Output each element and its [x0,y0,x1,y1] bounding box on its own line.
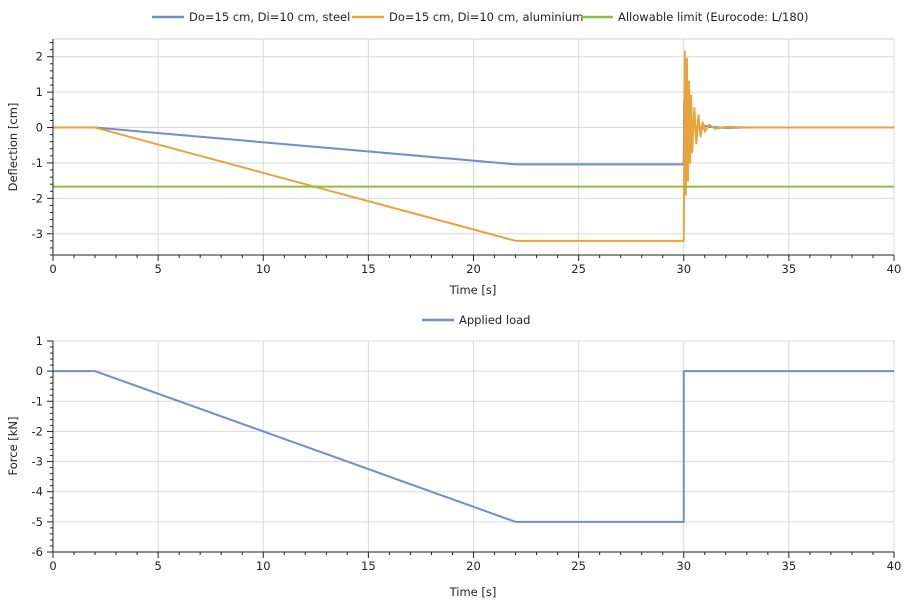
deflection-x-tick-label: 35 [782,262,797,276]
deflection-y-tick-label: -2 [32,191,43,205]
force-y-tick-label: -6 [32,545,43,559]
deflection-x-tick-label: 10 [256,262,271,276]
force-series [53,370,894,523]
force-x-tick-label: 15 [361,559,376,573]
force-grid [52,340,895,553]
deflection-series [53,50,894,242]
legend-label-applied-load: Applied load [459,313,530,327]
force-y-tick-label: 1 [36,334,43,348]
force-x-tick-label: 25 [571,559,586,573]
deflection-x-tick-label: 5 [154,262,161,276]
force-x-tick-label: 35 [782,559,797,573]
force-series-line-applied-load [53,370,894,523]
force-x-tick-label: 30 [676,559,691,573]
legend-label-steel: Do=15 cm, Di=10 cm, steel [189,10,350,24]
force-y-tick-label: -5 [32,515,43,529]
deflection-series-line-do-15-cm-di-10-cm-aluminium [53,50,894,242]
deflection-y-tick-label: -1 [32,156,43,170]
deflection-grid [52,38,895,256]
deflection-x-tick-label: 30 [676,262,691,276]
force-y-tick-label: -2 [32,424,43,438]
deflection-y-axis-title: Deflection [cm] [6,103,20,192]
force-chart: Applied load 0 5 10 15 20 25 30 35 40-6-5-4-3-2-… [6,313,901,599]
deflection-x-tick-label: 25 [571,262,586,276]
force-y-tick-label: 0 [36,364,43,378]
force-y-tick-label: -1 [32,394,43,408]
legend-item-aluminium[interactable]: Do=15 cm, Di=10 cm, aluminium [352,10,583,24]
force-x-tick-label: 40 [887,559,902,573]
deflection-x-axis-title: Time [s] [449,283,497,297]
deflection-legend: Do=15 cm, Di=10 cm, steel Do=15 cm, Di=1… [152,10,808,24]
deflection-y-tick-label: -3 [32,227,43,241]
force-x-tick-label: 10 [256,559,271,573]
force-x-tick-label: 5 [154,559,161,573]
force-legend: Applied load [422,313,530,327]
deflection-axes: 0 5 10 15 20 25 30 35 40 -3 -2 -1 0 1 2 [32,39,902,276]
legend-label-limit: Allowable limit (Eurocode: L/180) [618,10,808,24]
force-y-tick-label: -4 [32,485,43,499]
deflection-x-tick-label: 0 [49,262,56,276]
deflection-y-tick-label: 0 [36,121,43,135]
deflection-x-tick-label: 40 [887,262,902,276]
legend-label-aluminium: Do=15 cm, Di=10 cm, aluminium [389,10,583,24]
force-x-tick-label: 20 [466,559,481,573]
legend-item-steel[interactable]: Do=15 cm, Di=10 cm, steel [152,10,350,24]
legend-item-limit[interactable]: Allowable limit (Eurocode: L/180) [581,10,808,24]
force-y-axis-title: Force [kN] [6,416,20,475]
force-y-tick-label: -3 [32,455,43,469]
deflection-x-tick-label: 15 [361,262,376,276]
legend-item-applied-load[interactable]: Applied load [422,313,530,327]
force-x-tick-label: 0 [49,559,56,573]
deflection-x-tick-label: 20 [466,262,481,276]
deflection-chart: Do=15 cm, Di=10 cm, steel Do=15 cm, Di=1… [6,10,901,297]
force-x-axis-title: Time [s] [449,585,497,599]
force-axes: 0 5 10 15 20 25 30 35 40 -6 -5 -4 -3 -2 -1 0 1 [32,334,902,573]
deflection-y-tick-label: 1 [36,85,43,99]
deflection-y-tick-label: 2 [36,50,43,64]
